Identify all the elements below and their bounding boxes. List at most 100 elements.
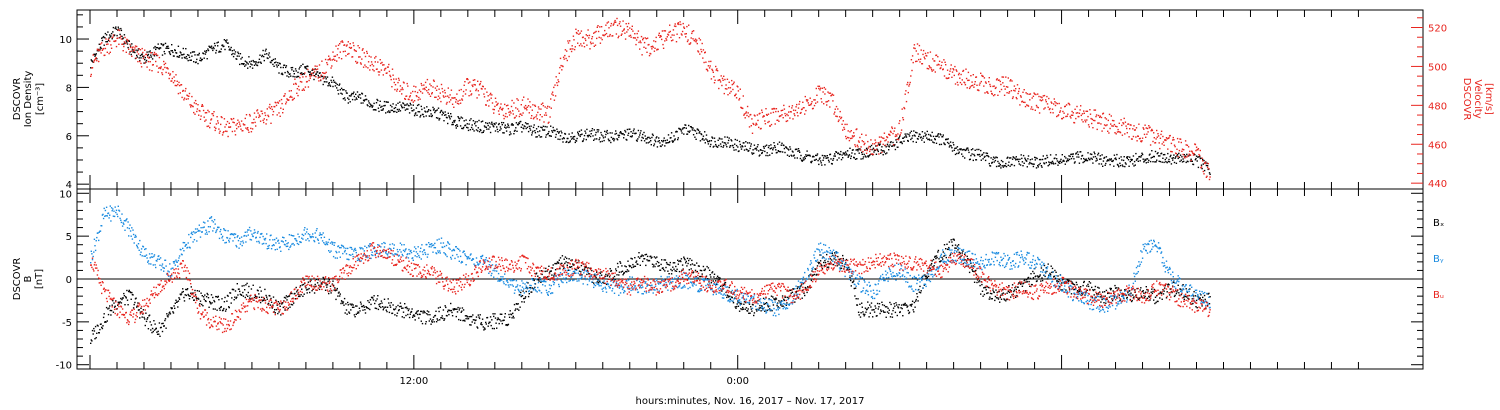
bx-series-point [183,300,186,302]
velocity-series-point [734,94,736,96]
velocity-series-point [672,29,675,31]
velocity-series-point [632,30,634,32]
ion-density-series-point [421,108,423,111]
bx-series-point [709,274,711,276]
velocity-series-point [239,125,242,127]
velocity-series-point [291,96,293,98]
ion-density-series-point [743,142,745,144]
ion-density-series-point [956,146,959,148]
bx-series-point [246,282,248,285]
bottom-series-layer [90,205,1211,344]
velocity-series-point [456,93,458,95]
bx-series-point [670,268,672,271]
ion-density-series-point [632,132,634,134]
ion-density-series-point [190,59,192,61]
ion-density-series-point [169,53,172,56]
ion-density-series-point [267,57,269,60]
bx-series-point [172,312,175,314]
velocity-series-point [224,126,226,128]
ion-density-series-point [769,154,771,156]
velocity-series-point [684,33,686,35]
velocity-series-point [636,32,638,35]
ion-density-series-point [545,136,547,138]
bx-series-point [669,264,671,266]
velocity-series-point [811,101,813,103]
velocity-series-point [385,67,387,70]
bx-series-point [535,273,537,275]
velocity-series-point [826,100,828,103]
bx-series-point [355,305,357,307]
velocity-series-point [873,148,875,151]
velocity-series-point [304,86,307,88]
ion-density-series-point [1036,157,1038,160]
bx-series-point [459,319,462,321]
velocity-series-point [760,127,762,130]
velocity-series-point [677,22,679,24]
bx-series-point [480,322,483,324]
bx-series-point [524,296,527,298]
ion-density-series-point [1004,165,1006,167]
bx-series-point [523,297,525,300]
ion-density-series-point [95,53,97,55]
velocity-series-point [844,123,846,126]
ion-density-series-point [324,81,326,83]
ion-density-series-point [326,76,329,78]
ion-density-series-point [109,34,111,36]
velocity-series-point [1209,176,1211,178]
bx-series-point [516,303,518,305]
bx-series-point [375,300,377,302]
ion-density-series-point [363,100,365,102]
velocity-series-point [253,118,255,121]
velocity-series-point [1094,109,1097,111]
velocity-series-point [488,99,491,101]
bx-series-point [137,302,139,304]
ion-density-series-point [551,131,554,133]
velocity-series-point [865,134,867,136]
ion-density-series-point [1183,154,1185,156]
velocity-series-point [1021,100,1024,102]
ion-density-series-point [1029,159,1032,161]
bx-series-point [635,261,637,263]
velocity-series-point [755,122,757,125]
ion-density-series-point [521,131,523,133]
ion-density-series-point [502,122,505,124]
velocity-series-point [823,86,825,89]
ion-density-series-point [622,133,624,135]
bx-series-point [416,313,419,316]
ion-density-series-point [830,158,832,160]
bx-series-point [209,302,211,304]
velocity-series-point [543,121,545,123]
ion-density-series-point [451,123,453,126]
bx-series-point [430,323,432,325]
ion-density-series-point [382,109,384,111]
velocity-series-point [100,52,102,54]
velocity-series-point [1069,115,1071,118]
ion-density-series-point [113,34,116,36]
bx-series-point [707,267,710,269]
ion-density-series-point [352,93,354,95]
velocity-series-point [864,142,866,145]
velocity-series-point [318,64,321,66]
bx-series-point [680,260,682,263]
bx-series-point [421,322,424,325]
bx-series-point [578,260,580,262]
velocity-series-point [483,96,486,98]
bx-series-point [117,301,119,303]
ion-density-series-point [357,95,359,97]
velocity-series-point [249,115,251,117]
velocity-series-point [883,137,885,140]
ion-density-series-point [1132,163,1134,165]
bx-series-point [423,311,426,313]
velocity-series-point [416,95,418,98]
velocity-series-point [1187,155,1189,157]
velocity-series-point [208,111,210,113]
ion-density-series-point [1099,155,1101,157]
velocity-series-point [417,99,419,101]
velocity-series-point [510,112,512,114]
ion-density-series-point [867,155,869,157]
bx-series-point [285,297,287,299]
ion-density-series-point [1151,150,1153,152]
bx-series-point [675,265,677,268]
bx-series-point [415,312,418,314]
velocity-series-point [1165,139,1167,142]
